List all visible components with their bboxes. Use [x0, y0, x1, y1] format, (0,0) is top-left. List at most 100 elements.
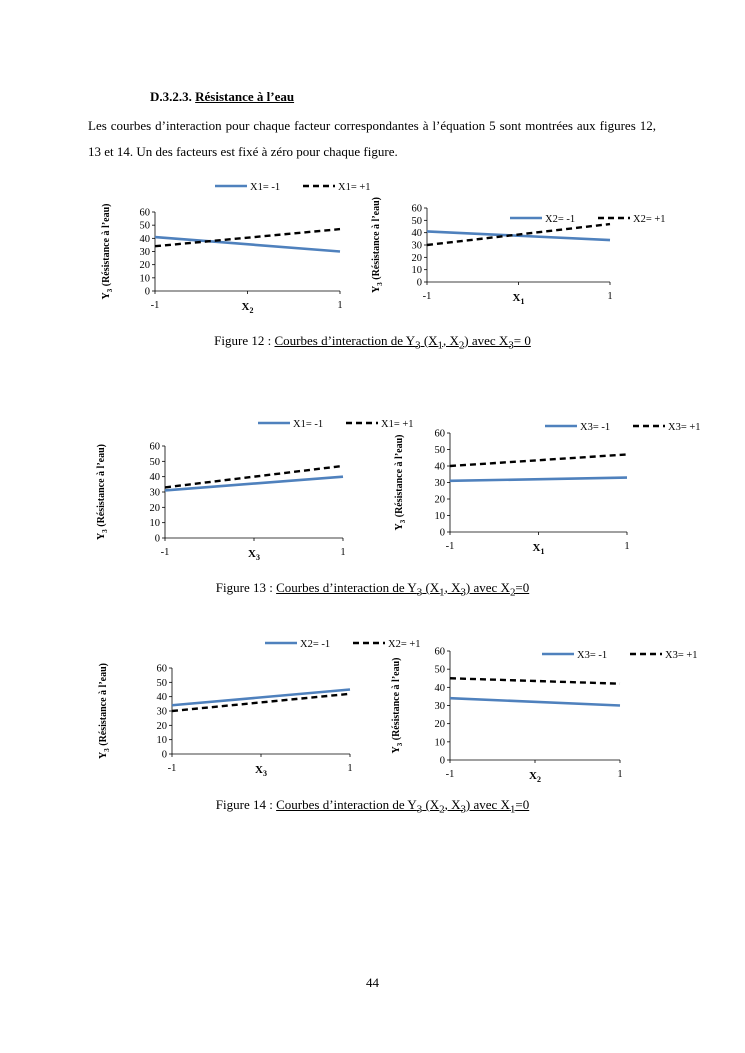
y-tick-label: 50 [435, 445, 446, 456]
legend-label: X3= -1 [580, 422, 610, 433]
legend-label: X1= -1 [250, 182, 280, 193]
y-tick-label: 20 [435, 719, 446, 730]
chart-svg: 0 10 20 30 40 50 60 -1 1 X2 Y3 (Résistance à l’eau… [101, 182, 371, 315]
y-tick-label: 60 [435, 429, 446, 440]
y-tick-label: 10 [157, 735, 168, 746]
y-axis-label-rest: (Résistance à l’eau) [96, 444, 107, 529]
chart-fig12-right: 0 10 20 30 40 50 60 -1 1 X1 Y3 (Résistance à l’eau… [370, 178, 666, 318]
y-tick-label: 0 [155, 534, 160, 545]
chart-fig14-right: 0 10 20 30 40 50 60 -1 1 X2 Y3 (Résistance à l’eau… [390, 633, 698, 785]
y-axis-label-rest: (Résistance à l’eau) [371, 197, 382, 282]
caption-prefix: Figure 12 : [214, 333, 275, 348]
caption-sub: 3 [415, 339, 421, 352]
y-axis-label: Y3 (Résistance à l’eau) [96, 444, 109, 540]
y-tick-label: 40 [157, 692, 168, 703]
y-tick-label: 30 [412, 241, 423, 252]
y-axis-label-sub: 3 [376, 282, 384, 286]
series-line-solid [164, 475, 344, 492]
x-axis-label-sub: 2 [537, 775, 541, 784]
y-tick-label: 60 [150, 442, 161, 453]
y-tick-label: 60 [435, 647, 446, 658]
series-line-dashed [449, 453, 628, 468]
caption-text: Courbes d’interaction de Y3 (X1, X2) ave… [274, 333, 531, 352]
y-tick-label: 40 [435, 683, 446, 694]
caption-text: Courbes d’interaction de Y3 (X2, X3) ave… [276, 797, 530, 816]
x-tick-label: 1 [340, 547, 345, 558]
y-axis-label-sub: 3 [106, 288, 114, 292]
y-axis-label-sub: 3 [399, 519, 407, 523]
caption-sub: 3 [416, 803, 423, 816]
caption-sub: 1 [509, 803, 516, 816]
caption-sub: 3 [460, 803, 466, 816]
y-tick-label: 40 [412, 228, 423, 239]
x-axis-label-sub: 1 [520, 297, 524, 306]
x-tick-label: -1 [161, 547, 170, 558]
x-axis-label: X1 [513, 292, 525, 306]
x-tick-label: -1 [423, 291, 432, 302]
y-tick-label: 60 [140, 208, 151, 219]
y-axis-label-sub: 3 [103, 748, 111, 752]
y-axis-label: Y3 (Résistance à l’eau) [98, 663, 111, 759]
y-tick-label: 10 [435, 511, 446, 522]
y-tick-label: 40 [150, 472, 161, 483]
caption-sub: 2 [458, 339, 465, 352]
caption-sub: 3 [508, 339, 514, 352]
x-axis-label: X2 [529, 770, 541, 784]
chart-svg: 0 10 20 30 40 50 60 -1 1 X3 Y3 (Résistance à l’eau… [96, 419, 414, 562]
caption-sub: 3 [416, 586, 423, 599]
series-line-solid [154, 235, 341, 253]
y-axis-label: Y3 (Résistance à l’eau) [394, 435, 407, 531]
legend-label: X1= +1 [338, 182, 371, 193]
y-tick-label: 40 [435, 462, 446, 473]
x-axis-label: X1 [533, 542, 545, 556]
section-heading: D.3.2.3. Résistance à l’eau [150, 89, 294, 105]
caption-sub: 3 [460, 586, 466, 599]
x-axis-label-sub: 1 [540, 547, 544, 556]
x-axis-label: X3 [255, 764, 267, 778]
legend-label: X3= +1 [665, 650, 698, 661]
y-tick-label: 60 [157, 664, 168, 675]
legend-label: X2= +1 [388, 639, 421, 650]
y-axis-label: Y3 (Résistance à l’eau) [101, 204, 114, 300]
caption-sub: 2 [439, 803, 445, 816]
x-axis-label-sub: 3 [263, 769, 267, 778]
y-tick-label: 40 [140, 234, 151, 245]
legend-label: X2= -1 [545, 214, 575, 225]
x-tick-label: -1 [151, 300, 160, 311]
y-axis-label-sub: 3 [101, 529, 109, 533]
y-tick-label: 10 [412, 265, 423, 276]
y-tick-label: 10 [140, 273, 151, 284]
x-axis-label-sub: 2 [249, 306, 253, 315]
x-axis-label: X3 [248, 548, 260, 562]
y-tick-label: 20 [150, 503, 161, 514]
caption-sub: 2 [509, 586, 516, 599]
y-tick-label: 20 [140, 260, 151, 271]
y-tick-label: 50 [150, 457, 161, 468]
intro-paragraph: Les courbes d’interaction pour chaque fa… [88, 118, 656, 159]
chart-fig12-left: 0 10 20 30 40 50 60 -1 1 X2 Y3 (Résistance à l’eau… [100, 178, 371, 318]
series-line-solid [171, 688, 351, 707]
caption-prefix: Figure 14 : [215, 797, 277, 812]
chart-fig13-left: 0 10 20 30 40 50 60 -1 1 X3 Y3 (Résistance à l’eau… [95, 415, 414, 562]
series-line-dashed [426, 222, 611, 247]
y-tick-label: 30 [157, 707, 168, 718]
x-tick-label: 1 [624, 541, 629, 552]
y-tick-label: 50 [412, 216, 423, 227]
legend-label: X3= +1 [668, 422, 701, 433]
y-tick-label: 0 [417, 278, 422, 289]
y-axis-label-rest: (Résistance à l’eau) [98, 663, 109, 748]
y-tick-label: 0 [162, 750, 167, 761]
chart-fig13-right: 0 10 20 30 40 50 60 -1 1 X1 Y3 (Résistance à l’eau… [393, 415, 701, 556]
y-tick-label: 0 [145, 287, 150, 298]
x-axis-label-sub: 3 [256, 553, 260, 562]
x-tick-label: -1 [168, 763, 177, 774]
legend-label: X1= +1 [381, 419, 414, 430]
x-tick-label: -1 [446, 541, 455, 552]
caption-prefix: Figure 13 : [215, 580, 277, 595]
y-tick-label: 50 [157, 678, 168, 689]
legend-label: X3= -1 [577, 650, 607, 661]
legend-label: X2= +1 [633, 214, 666, 225]
y-tick-label: 50 [435, 665, 446, 676]
